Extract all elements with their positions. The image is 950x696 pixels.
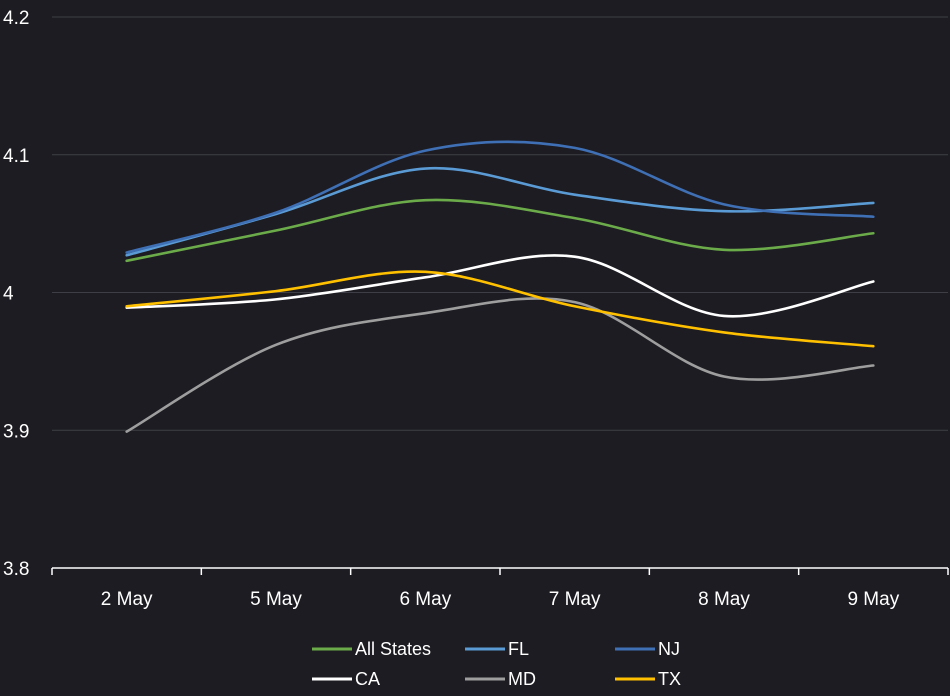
y-tick-label: 4.2	[3, 8, 29, 29]
series-line-nj	[125, 140, 875, 254]
x-tick-label: 6 May	[399, 589, 451, 610]
gridlines	[52, 16, 948, 431]
series-lines	[125, 140, 875, 433]
x-tick-label: 5 May	[250, 589, 302, 610]
legend-label-nj: NJ	[658, 639, 680, 659]
x-tick-label: 7 May	[549, 589, 601, 610]
series-line-md	[125, 297, 875, 433]
y-tick-label: 4.1	[3, 146, 29, 167]
legend-label-ca: CA	[355, 669, 380, 689]
x-tick-label: 2 May	[101, 589, 153, 610]
series-line-ca	[125, 254, 875, 318]
y-tick-label: 4	[3, 284, 14, 305]
legend-label-fl: FL	[508, 639, 529, 659]
x-tick-label: 8 May	[698, 589, 750, 610]
x-axis: 2 May 5 May 6 May 7 May 8 May 9 May	[51, 567, 949, 610]
series-line-all-states	[125, 198, 875, 263]
legend: All States FL NJ CA MD TX	[312, 639, 681, 689]
y-axis: 3.8 3.9 4 4.1 4.2	[3, 8, 29, 580]
legend-label-all-states: All States	[355, 639, 431, 659]
x-tick-label: 9 May	[847, 589, 899, 610]
y-tick-label: 3.9	[3, 421, 29, 442]
legend-label-md: MD	[508, 669, 536, 689]
series-line-fl	[125, 166, 875, 257]
series-line-tx	[125, 270, 875, 348]
legend-label-tx: TX	[658, 669, 681, 689]
y-tick-label: 3.8	[3, 559, 29, 580]
